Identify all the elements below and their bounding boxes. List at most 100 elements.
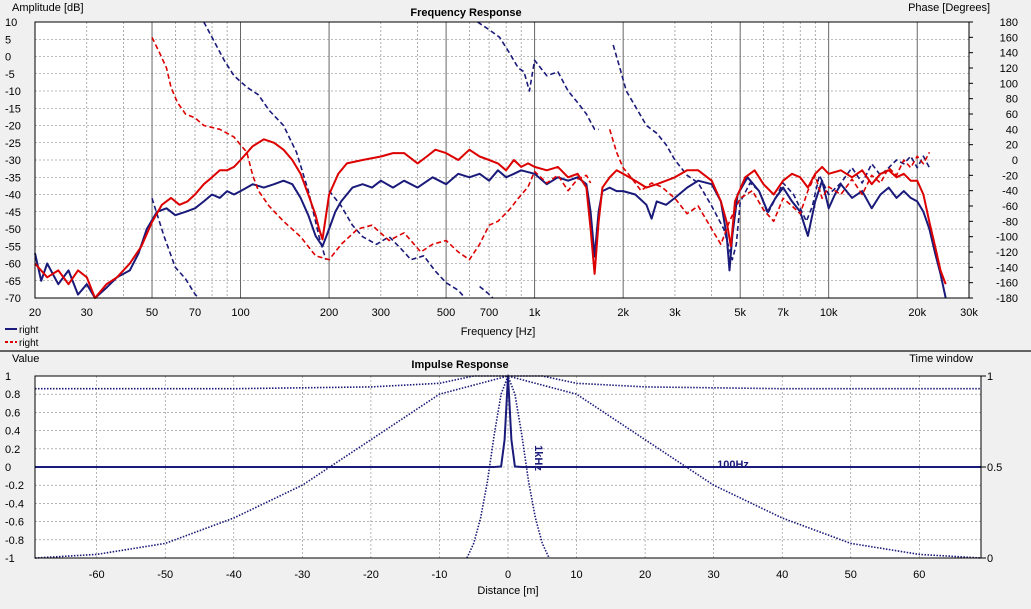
fr-series-right-phase-1 — [151, 198, 200, 299]
ir-y2-tick-label: 0 — [987, 553, 993, 565]
fr-chart-title: Frequency Response — [410, 7, 521, 19]
fr-x-tick-label: 300 — [372, 307, 390, 319]
fr-x-axis-label: Frequency [Hz] — [461, 326, 536, 338]
fr-x-tick-label: 1k — [529, 307, 541, 319]
fr-y-tick-label: 5 — [5, 34, 11, 46]
ir-y-tick-label: 0.6 — [5, 407, 20, 419]
fr-y2-tick-label: -60 — [1002, 201, 1018, 213]
fr-y-tick-label: -45 — [5, 207, 21, 219]
ir-series-window-2 — [34, 375, 982, 559]
ir-series-window-1 — [35, 375, 981, 390]
ir-x-tick-label: 10 — [570, 569, 582, 581]
fr-tick-labels: 20 30 50 70 100 200 300 500 700 1k 2k 3k 5k 7k 10k 20k 3… — [5, 17, 1018, 319]
fr-y2-tick-label: 100 — [1000, 78, 1018, 90]
fr-y2-tick-label: 80 — [1006, 94, 1018, 106]
ir-y-tick-label: -0.4 — [5, 498, 24, 510]
fr-plot-area[interactable] — [35, 22, 969, 298]
fr-y-tick-label: -25 — [5, 138, 21, 150]
fr-series-right-phase-5 — [477, 21, 599, 131]
fr-x-tick-label: 30 — [81, 307, 93, 319]
ir-y-axis-label: Value — [12, 353, 39, 365]
legend-label-right: right — [19, 325, 39, 336]
fr-y-tick-label: -5 — [5, 69, 15, 81]
fr-y-tick-label: -70 — [5, 293, 21, 305]
fr-x-tick-label: 50 — [146, 307, 158, 319]
fr-y2-tick-label: 60 — [1006, 109, 1018, 121]
fr-y2-tick-label: 20 — [1006, 140, 1018, 152]
fr-y-tick-label: -15 — [5, 103, 21, 115]
fr-x-tick-label: 100 — [231, 307, 249, 319]
fr-x-tick-label: 200 — [320, 307, 338, 319]
ir-x-tick-label: 30 — [708, 569, 720, 581]
fr-y-axis-label: Amplitude [dB] — [12, 2, 84, 14]
fr-y2-tick-label: 120 — [1000, 63, 1018, 75]
ir-tick-labels: -60 -50 -40 -30 -20 -10 0 10 20 30 40 50 6010.80.60.… — [5, 371, 1002, 581]
frequency-response-panel: Amplitude [dB] Frequency Response Phase … — [5, 2, 1018, 349]
fr-y2-tick-label: -80 — [1002, 216, 1018, 228]
legend-label-correction: right — [19, 338, 39, 349]
fr-y2-tick-label: -180 — [996, 293, 1018, 305]
ir-y2-tick-label: 1 — [987, 371, 993, 383]
fr-x-tick-label: 500 — [437, 307, 455, 319]
ir-x-tick-label: 60 — [913, 569, 925, 581]
fr-series-right-magnitude-0 — [34, 169, 947, 299]
ir-x-tick-label: 0 — [505, 569, 511, 581]
ir-y2-axis-label: Time window — [909, 353, 973, 365]
fr-grid — [34, 21, 970, 299]
fr-y2-tick-label: -40 — [1002, 186, 1018, 198]
fr-series-right-phase-4 — [479, 285, 494, 299]
ir-chart-title: Impulse Response — [411, 359, 508, 371]
fr-x-tick-label: 30k — [960, 307, 978, 319]
fr-x-tick-label: 2k — [617, 307, 629, 319]
ir-y-tick-label: 0.2 — [5, 444, 20, 456]
ir-x-tick-label: 40 — [776, 569, 788, 581]
fr-series-right-phase-6 — [612, 44, 931, 261]
ir-x-tick-label: -10 — [431, 569, 447, 581]
ir-y2-tick-label: 0.5 — [987, 462, 1002, 474]
ir-x-tick-label: 50 — [845, 569, 857, 581]
fr-y2-axis-label: Phase [Degrees] — [908, 2, 990, 14]
fr-x-tick-label: 20k — [908, 307, 926, 319]
ir-x-tick-label: -40 — [226, 569, 242, 581]
fr-y-tick-label: -30 — [5, 155, 21, 167]
fr-y2-tick-label: -140 — [996, 262, 1018, 274]
fr-y2-tick-label: -120 — [996, 247, 1018, 259]
ir-y-tick-label: 0.8 — [5, 389, 20, 401]
impulse-response-panel: Value Impulse Response Time window -60 -5… — [5, 353, 1002, 597]
fr-y2-tick-label: 40 — [1006, 124, 1018, 136]
fr-y2-tick-label: -160 — [996, 278, 1018, 290]
fr-y-tick-label: -20 — [5, 121, 21, 133]
annotation-100hz: 100Hz — [717, 459, 749, 471]
fr-series-right-phase-3 — [328, 190, 466, 299]
fr-y2-tick-label: 180 — [1000, 17, 1018, 29]
fr-y-tick-label: -55 — [5, 241, 21, 253]
fr-y-tick-label: -60 — [5, 259, 21, 271]
ir-x-tick-label: 20 — [639, 569, 651, 581]
fr-y-tick-label: -40 — [5, 190, 21, 202]
fr-y-tick-label: 10 — [5, 17, 17, 29]
fr-x-tick-label: 3k — [669, 307, 681, 319]
ir-y-tick-label: 1 — [5, 371, 11, 383]
fr-y2-tick-label: 140 — [1000, 48, 1018, 60]
fr-y2-tick-label: 160 — [1000, 32, 1018, 44]
ir-y-tick-label: 0.4 — [5, 426, 20, 438]
fr-x-tick-label: 20 — [29, 307, 41, 319]
ir-x-axis-label: Distance [m] — [477, 585, 538, 597]
ir-y-tick-label: -0.2 — [5, 480, 24, 492]
ir-x-tick-label: -20 — [363, 569, 379, 581]
ir-y-tick-label: -0.8 — [5, 535, 24, 547]
fr-legend: right right — [5, 325, 39, 349]
ir-x-tick-label: -50 — [157, 569, 173, 581]
fr-y-tick-label: -50 — [5, 224, 21, 236]
fr-y-tick-label: -35 — [5, 172, 21, 184]
fr-series-right-correction-2-phase-9 — [608, 129, 931, 246]
ir-y-tick-label: -0.6 — [5, 517, 24, 529]
fr-y2-tick-label: 0 — [1012, 155, 1018, 167]
fr-y-tick-label: -10 — [5, 86, 21, 98]
fr-y-tick-label: 0 — [5, 52, 11, 64]
ir-x-tick-label: -60 — [89, 569, 105, 581]
annotation-1khz: 1kHz — [532, 445, 544, 471]
fr-series-right-correction-2-phase-8 — [151, 36, 592, 261]
ir-x-tick-label: -30 — [294, 569, 310, 581]
